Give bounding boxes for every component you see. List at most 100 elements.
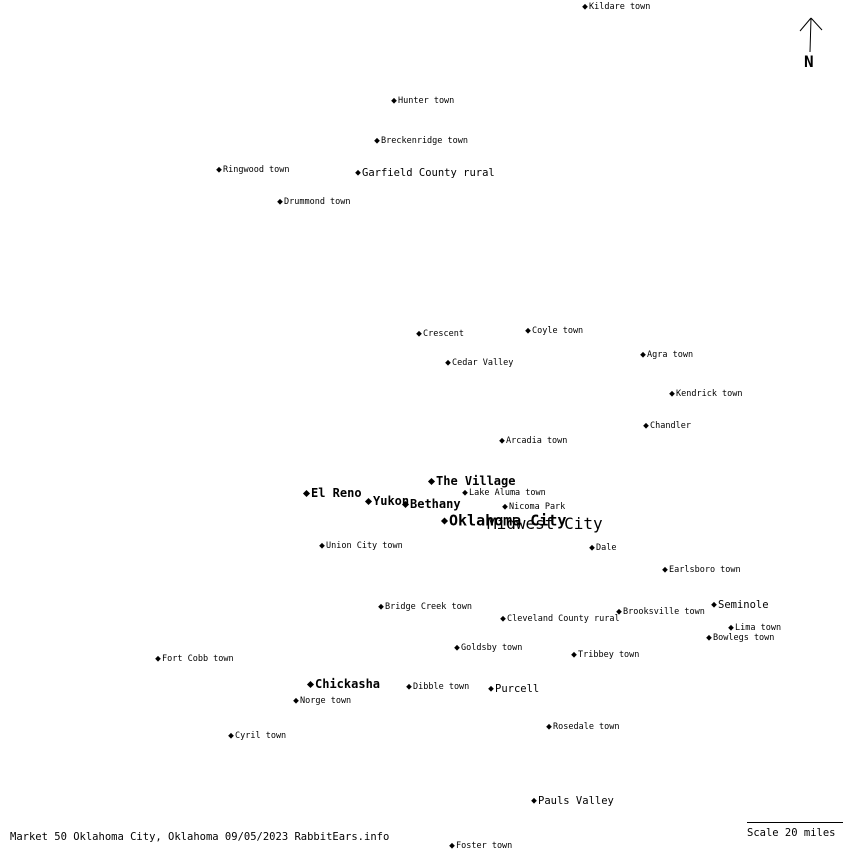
town-marker-diamond-icon [706, 635, 712, 641]
compass: N [793, 12, 829, 74]
town-foster-town: Foster town [449, 840, 513, 850]
town-goldsby-town: Goldsby town [454, 642, 523, 653]
town-hunter-town: Hunter town [391, 95, 455, 106]
town-label: El Reno [311, 486, 362, 500]
town-label: Purcell [495, 682, 540, 695]
town-label: Bowlegs town [713, 632, 775, 643]
town-label: Dale [596, 542, 617, 553]
town-marker-diamond-icon [378, 604, 384, 610]
town-earlsboro-town: Earlsboro town [662, 564, 741, 575]
town-chickasha: Chickasha [306, 677, 381, 691]
town-label: Breckenridge town [381, 135, 468, 146]
scale-bar: Scale 20 miles [747, 822, 843, 839]
town-label: Drummond town [284, 196, 351, 207]
town-marker-diamond-icon [488, 686, 494, 692]
town-lima-town: Lima town [728, 624, 781, 633]
compass-label: N [804, 52, 814, 71]
town-marker-diamond-icon [401, 500, 410, 508]
town-marker-diamond-icon [499, 438, 505, 444]
attribution-text: Market 50 Oklahoma City, Oklahoma 09/05/… [10, 831, 390, 843]
town-label: Kendrick town [676, 388, 743, 399]
town-marker-diamond-icon [355, 170, 361, 176]
town-lake-aluma-town: Lake Aluma town [462, 489, 546, 498]
town-marker-diamond-icon [427, 477, 436, 485]
town-label: Dibble town [413, 681, 470, 692]
town-marker-diamond-icon [277, 199, 283, 205]
town-marker-diamond-icon [589, 545, 595, 551]
town-ringwood-town: Ringwood town [216, 164, 290, 175]
town-purcell: Purcell [488, 682, 540, 695]
town-rosedale-town: Rosedale town [546, 721, 620, 732]
town-label: Bethany [410, 497, 461, 511]
town-label: Nicoma Park [509, 501, 566, 512]
town-kildare-town: Kildare town [582, 1, 651, 12]
town-label: Chickasha [315, 677, 381, 691]
town-marker-diamond-icon [416, 331, 422, 337]
town-marker-diamond-icon [449, 843, 455, 849]
town-label: Kildare town [589, 1, 651, 12]
scale-label: Scale 20 miles [747, 827, 836, 839]
town-label: Chandler [650, 420, 691, 431]
town-marker-diamond-icon [640, 352, 646, 358]
town-label: Pauls Valley [538, 794, 614, 807]
town-label: Fort Cobb town [162, 653, 234, 664]
town-marker-diamond-icon [306, 680, 315, 688]
town-label: Ringwood town [223, 164, 290, 175]
town-marker-diamond-icon [728, 625, 734, 631]
town-label: Hunter town [398, 95, 455, 106]
town-bridge-creek-town: Bridge Creek town [378, 601, 472, 612]
town-label: Coyle town [532, 325, 584, 336]
town-label: Earlsboro town [669, 564, 741, 575]
town-marker-diamond-icon [216, 167, 222, 173]
town-marker-diamond-icon [669, 391, 675, 397]
town-marker-diamond-icon [319, 543, 325, 549]
town-label: Yukon [373, 494, 410, 508]
town-marker-diamond-icon [364, 497, 373, 505]
town-label: Goldsby town [461, 642, 523, 653]
town-marker-diamond-icon [571, 652, 577, 658]
town-nicoma-park: Nicoma Park [502, 501, 566, 512]
town-label: Bridge Creek town [385, 601, 472, 612]
town-label: Garfield County rural [362, 166, 495, 179]
town-marker-diamond-icon [582, 4, 588, 10]
scale-line-icon [747, 822, 843, 823]
town-el-reno: El Reno [302, 486, 362, 500]
town-marker-diamond-icon [525, 328, 531, 334]
town-label: Cleveland County rural [507, 613, 620, 624]
town-label: Midwest City [487, 514, 603, 533]
town-the-village: The Village [427, 474, 516, 488]
town-oklahoma-city: Oklahoma City [440, 511, 567, 530]
town-marker-diamond-icon [302, 489, 311, 497]
town-label: Cyril town [235, 730, 287, 741]
town-marker-diamond-icon [445, 360, 451, 366]
town-label: Rosedale town [553, 721, 620, 732]
town-marker-diamond-icon [462, 490, 468, 496]
town-marker-diamond-icon [391, 98, 397, 104]
town-label: Cedar Valley [452, 357, 514, 368]
town-seminole: Seminole [711, 600, 769, 611]
town-tribbey-town: Tribbey town [571, 649, 640, 660]
town-marker-diamond-icon [228, 733, 234, 739]
town-label: Brooksville town [623, 606, 705, 617]
town-label: Tribbey town [578, 649, 640, 660]
town-brooksville-town: Brooksville town [616, 606, 705, 617]
town-label: Oklahoma City [449, 511, 567, 530]
town-chandler: Chandler [643, 420, 691, 431]
north-arrow-icon [799, 17, 823, 53]
town-cleveland-county-rural: Cleveland County rural [500, 613, 620, 624]
town-label: Agra town [647, 349, 694, 360]
town-label: Foster town [456, 840, 513, 850]
town-fort-cobb-town: Fort Cobb town [155, 653, 234, 664]
town-midwest-city: Midwest City [487, 516, 603, 532]
town-kendrick-town: Kendrick town [669, 388, 743, 399]
town-label: Norge town [300, 695, 352, 706]
town-marker-diamond-icon [502, 504, 508, 510]
town-dale: Dale [589, 542, 617, 553]
town-marker-diamond-icon [711, 602, 717, 608]
town-norge-town: Norge town [293, 695, 352, 706]
town-arcadia-town: Arcadia town [499, 437, 567, 446]
town-marker-diamond-icon [293, 698, 299, 704]
town-label: The Village [436, 474, 516, 488]
town-marker-diamond-icon [406, 684, 412, 690]
town-crescent: Crescent [416, 330, 464, 339]
